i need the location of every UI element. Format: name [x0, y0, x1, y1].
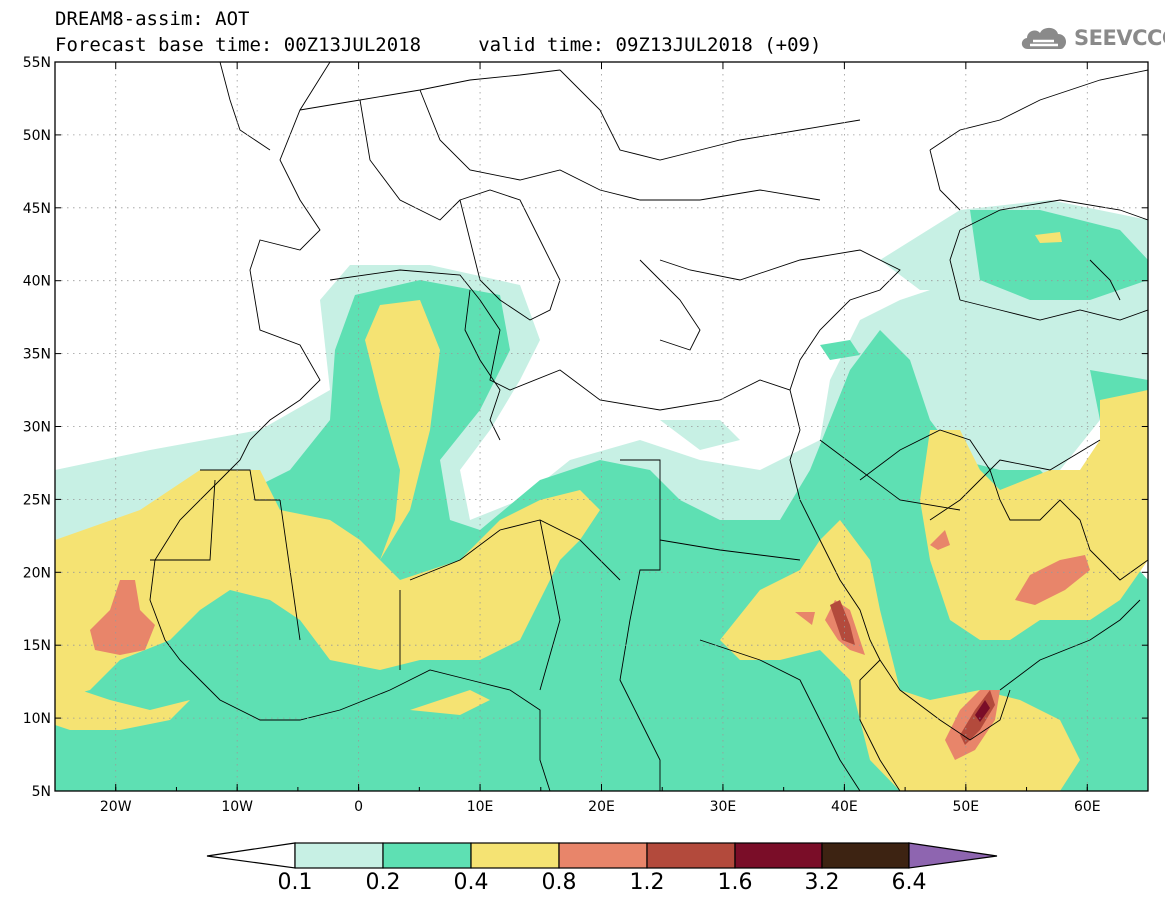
colorbar	[206, 842, 998, 869]
colorbar-bin-1.2-1.6	[646, 842, 736, 869]
colorbar-under-arrow	[206, 842, 296, 869]
chart-title: DREAM8-assim: AOT	[55, 8, 250, 30]
lat-tick-label: 15N	[23, 638, 51, 654]
colorbar-bin-0.8-1.2	[558, 842, 648, 869]
axis-ticks	[54, 61, 1149, 792]
colorbar-label: 0.8	[541, 870, 577, 895]
chart-subtitle: Forecast base time: 00Z13JUL2018 valid t…	[55, 34, 822, 56]
lon-tick-label: 20E	[588, 799, 615, 815]
colorbar-label: 0.2	[365, 870, 401, 895]
seevccc-logo: SEEVCCC	[1018, 22, 1165, 54]
lon-tick-label: 20W	[100, 799, 132, 815]
colorbar-label: 0.4	[453, 870, 489, 895]
colorbar-bin-1.6-3.2	[734, 842, 823, 869]
lat-tick-label: 45N	[23, 201, 51, 217]
logo-text: SEEVCCC	[1074, 26, 1165, 50]
lat-tick-label: 10N	[23, 711, 51, 727]
grid-lines	[55, 62, 1148, 791]
lat-tick-label: 25N	[23, 492, 51, 508]
colorbar-label: 0.1	[277, 870, 313, 895]
lon-tick-label: 30E	[710, 799, 737, 815]
lat-tick-label: 35N	[23, 347, 51, 363]
lat-tick-label: 50N	[23, 128, 51, 144]
lat-tick-label: 20N	[23, 565, 51, 581]
lon-tick-label: 60E	[1074, 799, 1101, 815]
lon-tick-label: 10E	[467, 799, 494, 815]
lat-tick-label: 40N	[23, 274, 51, 290]
colorbar-label: 3.2	[804, 870, 840, 895]
coastlines	[149, 62, 1148, 791]
colorbar-label: 6.4	[891, 870, 927, 895]
colorbar-bin-0.1-0.2	[294, 842, 384, 869]
cloud-icon	[1021, 27, 1066, 49]
lon-tick-label: 50E	[952, 799, 979, 815]
colorbar-bin-3.2-6.4	[821, 842, 910, 869]
lon-tick-label: 10W	[221, 799, 253, 815]
lon-axis-labels: 20W 10W 0 10E 20E 30E 40E 50E 60E	[100, 799, 1101, 815]
lat-tick-label: 5N	[32, 784, 51, 800]
colorbar-label: 1.6	[717, 870, 753, 895]
lat-tick-label: 55N	[23, 55, 51, 71]
lat-tick-label: 30N	[23, 420, 51, 436]
colorbar-bin-0.2-0.4	[382, 842, 472, 869]
colorbar-bin-0.4-0.8	[470, 842, 560, 869]
lon-tick-label: 40E	[831, 799, 858, 815]
colorbar-over-arrow	[908, 842, 998, 869]
lon-tick-label: 0	[354, 799, 363, 815]
colorbar-label: 1.2	[629, 870, 665, 895]
lat-axis-labels: 5N 10N 15N 20N 25N 30N 35N 40N 45N 50N 55N	[23, 55, 51, 800]
